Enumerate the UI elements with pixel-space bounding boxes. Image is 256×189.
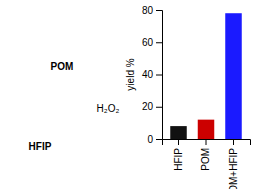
tick: 0 bbox=[147, 134, 162, 145]
y-axis-title: yield % bbox=[125, 58, 136, 90]
annotation: HFIP bbox=[29, 141, 52, 152]
annotation: POM bbox=[51, 61, 74, 72]
tick-mark bbox=[156, 10, 162, 11]
tick-mark bbox=[156, 139, 162, 140]
tick-mark bbox=[178, 139, 179, 145]
tick-label: 20 bbox=[142, 101, 154, 112]
chart: POM HFIP H₂O₂ 0 20 40 60 80 HFIP POM POM+HFIP yield… bbox=[0, 0, 256, 189]
tick-label: 40 bbox=[142, 69, 154, 80]
bars bbox=[170, 13, 242, 139]
axis-line bbox=[156, 11, 163, 140]
tick: 80 bbox=[142, 5, 162, 16]
tick-label: HFIP bbox=[173, 148, 184, 171]
x-axis: HFIP POM POM+HFIP bbox=[163, 139, 251, 189]
tick: 20 bbox=[142, 101, 162, 112]
tick: HFIP bbox=[173, 139, 184, 171]
tick-mark bbox=[233, 139, 234, 145]
tick-label: 80 bbox=[142, 5, 154, 16]
tick-label: 60 bbox=[142, 37, 154, 48]
annotation: H₂O₂ bbox=[97, 103, 120, 114]
y-axis: 0 20 40 60 80 bbox=[142, 5, 163, 145]
annotations: POM HFIP H₂O₂ bbox=[29, 61, 120, 152]
tick: POM bbox=[200, 139, 211, 171]
bar bbox=[170, 126, 187, 139]
tick-mark bbox=[156, 42, 162, 43]
tick-mark bbox=[206, 139, 207, 145]
bar bbox=[198, 120, 215, 139]
bar-chart: 0 20 40 60 80 HFIP POM POM+HFIP yield % bbox=[125, 5, 251, 189]
axis-line bbox=[163, 140, 251, 146]
tick: 60 bbox=[142, 37, 162, 48]
tick-mark bbox=[156, 75, 162, 76]
tick-mark bbox=[156, 107, 162, 108]
tick: 40 bbox=[142, 69, 162, 80]
tick-label: POM bbox=[200, 148, 211, 171]
tick: POM+HFIP bbox=[228, 139, 239, 189]
bar bbox=[225, 13, 242, 139]
tick-label: 0 bbox=[147, 134, 153, 145]
tick-label: POM+HFIP bbox=[228, 148, 239, 189]
